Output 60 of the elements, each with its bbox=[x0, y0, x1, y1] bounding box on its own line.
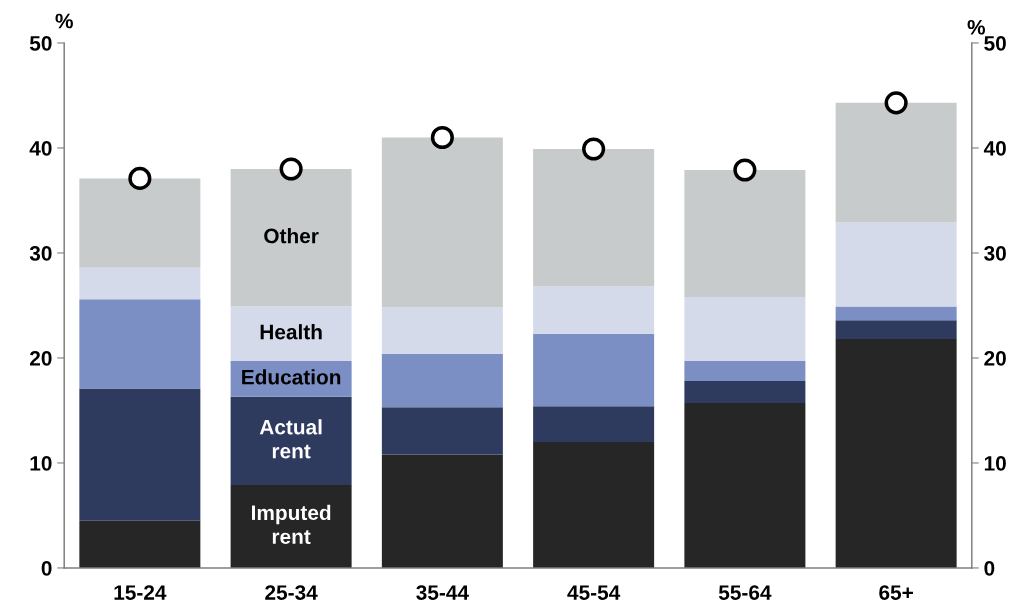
bar bbox=[835, 102, 957, 223]
bar bbox=[381, 307, 503, 354]
x-tick-label: 35-44 bbox=[416, 585, 469, 600]
bar bbox=[79, 520, 201, 568]
bar bbox=[533, 333, 655, 407]
point bbox=[128, 166, 152, 190]
bar bbox=[381, 454, 503, 568]
y-axis-title: % bbox=[55, 13, 73, 29]
x-tick-label: 45-54 bbox=[567, 585, 621, 600]
bar bbox=[381, 353, 503, 408]
bar bbox=[79, 267, 201, 300]
bar bbox=[835, 306, 957, 321]
bar bbox=[79, 388, 201, 521]
bar bbox=[533, 441, 655, 568]
bar bbox=[381, 137, 503, 308]
y-tick-label: 10 bbox=[30, 455, 52, 471]
bar bbox=[533, 406, 655, 442]
y-tick-label: 0 bbox=[41, 560, 52, 576]
bar bbox=[79, 178, 201, 268]
bar bbox=[684, 361, 806, 382]
bar bbox=[684, 170, 806, 298]
bar bbox=[684, 297, 806, 362]
bar bbox=[684, 381, 806, 404]
point bbox=[279, 157, 303, 181]
series-label: Imputed rent bbox=[252, 504, 331, 545]
bar bbox=[230, 396, 352, 485]
bar bbox=[533, 286, 655, 334]
y-tick-label: 30 bbox=[29, 245, 52, 261]
bar bbox=[230, 168, 352, 307]
y2-tick-label: 40 bbox=[983, 140, 1006, 156]
y-tick-label: 50 bbox=[29, 35, 52, 51]
bar bbox=[230, 485, 352, 568]
bar bbox=[684, 403, 806, 568]
y2-tick-label: 0 bbox=[984, 560, 995, 576]
series-label: Actual rent bbox=[259, 419, 322, 459]
y-tick-label: 40 bbox=[29, 140, 52, 156]
point bbox=[733, 158, 757, 182]
bar bbox=[533, 149, 655, 287]
x-tick-label: 25-34 bbox=[265, 585, 318, 600]
series-label: Other bbox=[264, 228, 319, 244]
bar bbox=[835, 339, 957, 568]
x-tick-label: 65+ bbox=[879, 585, 913, 600]
y2-tick-label: 30 bbox=[984, 245, 1006, 261]
point bbox=[430, 125, 454, 150]
point bbox=[884, 91, 908, 115]
y2-tick-label: 50 bbox=[984, 35, 1006, 51]
bar bbox=[79, 299, 201, 389]
bar bbox=[835, 320, 957, 340]
bar bbox=[230, 306, 352, 362]
y2-tick-label: 10 bbox=[984, 455, 1006, 471]
bar bbox=[381, 407, 503, 455]
y2-tick-label: 20 bbox=[984, 350, 1006, 366]
point bbox=[582, 137, 606, 161]
x-tick-label: 15-24 bbox=[114, 585, 167, 600]
y-tick-label: 20 bbox=[29, 350, 52, 366]
bar bbox=[835, 222, 957, 307]
y2-axis-title: % bbox=[967, 19, 986, 35]
series-label: Health bbox=[260, 324, 322, 340]
x-tick-label: 55-64 bbox=[718, 585, 772, 600]
series-label: Education bbox=[242, 369, 341, 385]
